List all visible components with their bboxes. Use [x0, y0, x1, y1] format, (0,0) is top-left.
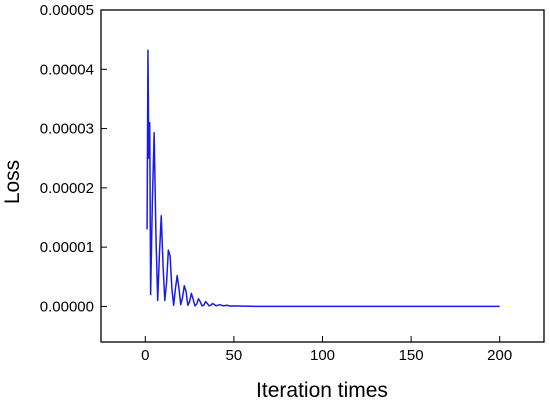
x-tick-label: 100 [310, 347, 335, 364]
y-tick-label: 0.00004 [40, 61, 94, 78]
y-tick-label: 0.00005 [40, 2, 94, 19]
x-tick-label: 200 [487, 347, 512, 364]
y-tick-label: 0.00001 [40, 239, 94, 256]
series-layer [146, 49, 500, 308]
x-tick-label: 150 [399, 347, 424, 364]
x-tick-label: 50 [226, 347, 243, 364]
loss-series-line [146, 49, 500, 308]
x-axis-title: Iteration times [256, 379, 388, 402]
plot-frame [100, 9, 545, 343]
x-axis-ticks: 0 50 100 150 200 [141, 336, 512, 364]
y-tick-label: 0.00003 [40, 121, 94, 138]
x-tick-label: 0 [141, 347, 149, 364]
y-axis-ticks: 0.00000 0.00001 0.00002 0.00003 0.00004 0.000… [40, 2, 107, 315]
y-tick-label: 0.00000 [40, 298, 94, 315]
y-tick-label: 0.00002 [40, 180, 94, 197]
y-axis-title: Loss [1, 160, 24, 204]
